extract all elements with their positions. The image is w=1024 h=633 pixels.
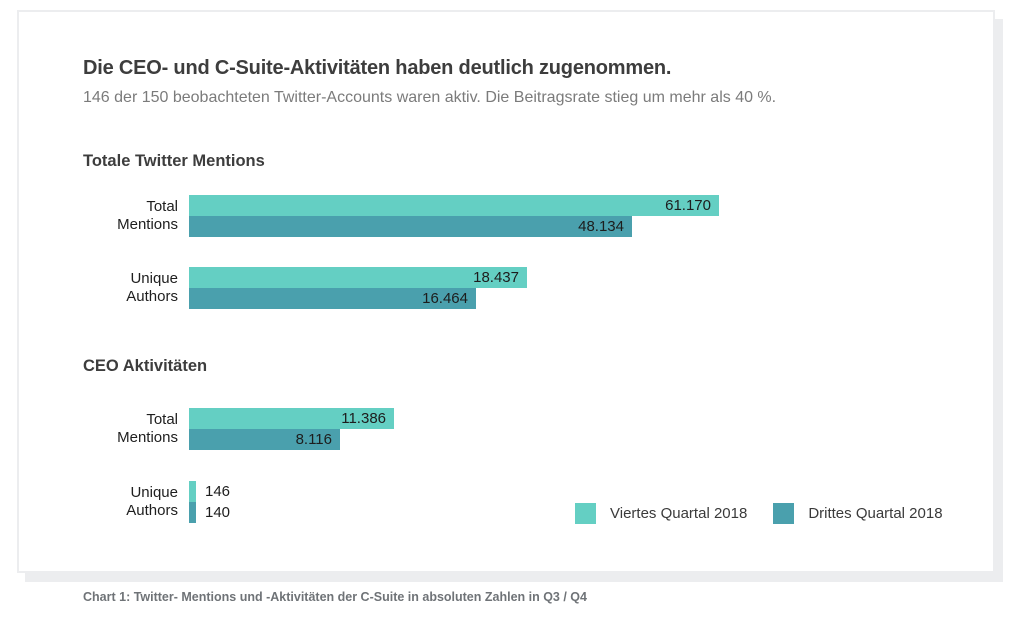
bar-value: 16.464 (422, 290, 468, 307)
legend-swatch-viertes-quartal (575, 503, 596, 524)
row-label-line-1: Total (146, 198, 178, 215)
bar-group: 11.386 8.116 (189, 408, 394, 450)
bar-q3-unique-authors-ceo (189, 502, 196, 523)
section-heading-ceo-aktivitaeten: CEO Aktivitäten (83, 357, 208, 375)
page-title: Die CEO- und C-Suite-Aktivitäten haben d… (83, 57, 672, 79)
bar-line: 140 (189, 502, 230, 523)
row-label-total-mentions: Total Mentions (83, 198, 189, 234)
row-label-total-mentions: Total Mentions (83, 411, 189, 447)
bar-q3-total-mentions-twitter: 48.134 (189, 216, 632, 237)
chart-row-unique-authors-ceo: Unique Authors 146 140 (83, 481, 993, 523)
bar-q4-total-mentions-ceo: 11.386 (189, 408, 394, 429)
bar-q3-total-mentions-ceo: 8.116 (189, 429, 340, 450)
legend: Viertes Quartal 2018 Drittes Quartal 201… (575, 503, 943, 524)
legend-label: Drittes Quartal 2018 (808, 505, 943, 522)
legend-label: Viertes Quartal 2018 (610, 505, 748, 522)
chart-caption: Chart 1: Twitter- Mentions und -Aktivitä… (83, 590, 587, 604)
bar-value: 11.386 (341, 410, 386, 427)
row-label-line-1: Unique (130, 270, 178, 287)
bar-group: 61.170 48.134 (189, 195, 719, 237)
bar-value: 48.134 (578, 218, 624, 235)
row-label-line-2: Authors (126, 502, 178, 519)
legend-swatch-drittes-quartal (773, 503, 795, 524)
legend-item-drittes-quartal: Drittes Quartal 2018 (773, 503, 943, 524)
row-label-unique-authors: Unique Authors (83, 484, 189, 520)
bar-q4-total-mentions-twitter: 61.170 (189, 195, 719, 216)
chart-row-total-mentions-twitter: Total Mentions 61.170 48.134 (83, 195, 993, 237)
bar-value: 18.437 (473, 269, 519, 286)
bar-value: 61.170 (665, 197, 711, 214)
bar-q3-unique-authors-twitter: 16.464 (189, 288, 476, 309)
row-label-line-1: Total (146, 411, 178, 428)
bar-group: 18.437 16.464 (189, 267, 527, 309)
bar-group: 146 140 (189, 481, 230, 523)
legend-item-viertes-quartal: Viertes Quartal 2018 (575, 503, 747, 524)
bar-q4-unique-authors-ceo (189, 481, 196, 502)
row-label-line-2: Mentions (117, 429, 178, 446)
row-label-unique-authors: Unique Authors (83, 270, 189, 306)
row-label-line-1: Unique (130, 484, 178, 501)
chart-row-unique-authors-twitter: Unique Authors 18.437 16.464 (83, 267, 993, 309)
chart-card: Die CEO- und C-Suite-Aktivitäten haben d… (17, 10, 995, 573)
bar-value: 140 (205, 504, 231, 521)
bar-q4-unique-authors-twitter: 18.437 (189, 267, 527, 288)
row-label-line-2: Mentions (117, 216, 178, 233)
bar-value: 8.116 (295, 431, 332, 448)
section-heading-totale-twitter-mentions: Totale Twitter Mentions (83, 152, 265, 170)
chart-row-total-mentions-ceo: Total Mentions 11.386 8.116 (83, 408, 993, 450)
page-subtitle: 146 der 150 beobachteten Twitter-Account… (83, 89, 777, 106)
bar-line: 146 (189, 481, 230, 502)
row-label-line-2: Authors (126, 288, 178, 305)
bar-value: 146 (205, 483, 231, 500)
